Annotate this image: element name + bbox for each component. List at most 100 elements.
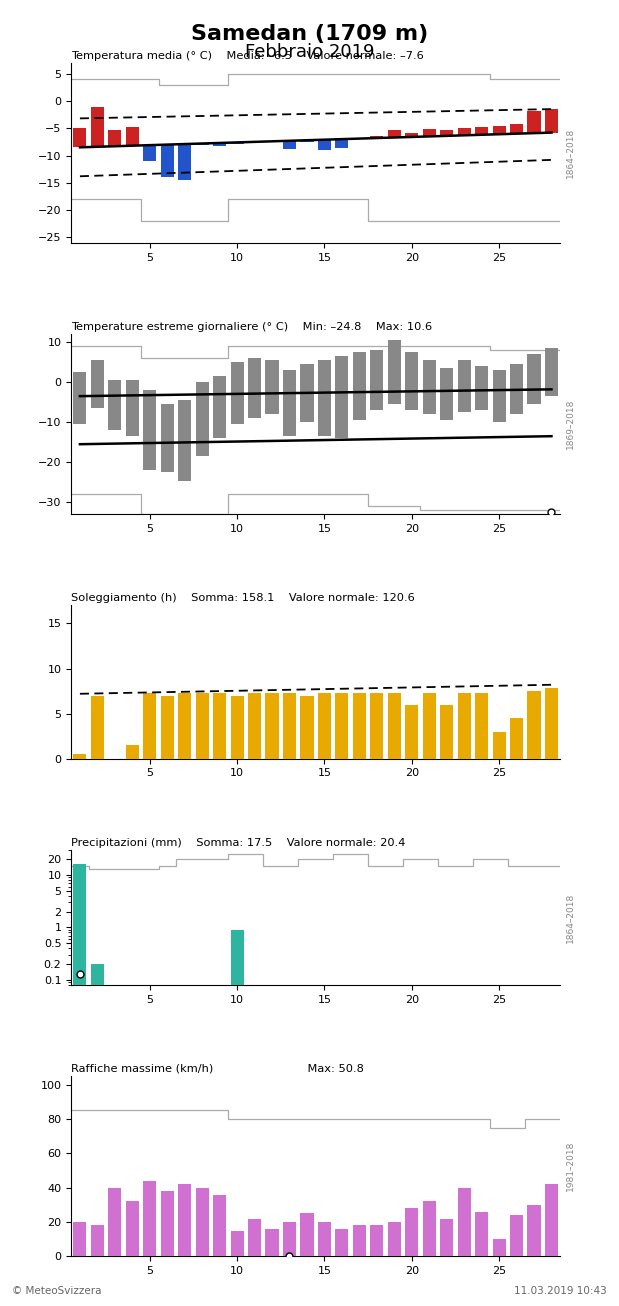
Bar	[510, 1215, 523, 1256]
Bar	[266, 1229, 279, 1256]
Bar	[493, 1239, 506, 1256]
Bar	[387, 340, 401, 404]
Bar	[405, 1208, 418, 1256]
Bar	[457, 128, 470, 136]
Bar	[178, 1185, 191, 1256]
Bar	[161, 696, 174, 759]
Bar	[335, 357, 348, 439]
Bar	[335, 140, 348, 149]
Text: © MeteoSvizzera: © MeteoSvizzera	[12, 1285, 102, 1296]
Text: 1981–2018: 1981–2018	[566, 1141, 575, 1191]
Bar	[108, 1187, 121, 1256]
Bar	[510, 718, 523, 759]
Bar	[283, 1222, 296, 1256]
Bar	[283, 370, 296, 436]
Bar	[91, 360, 104, 409]
Bar	[457, 693, 470, 759]
Bar	[370, 693, 383, 759]
Bar	[161, 145, 174, 176]
Bar	[230, 1230, 244, 1256]
Bar	[230, 696, 244, 759]
Text: 11.03.2019 10:43: 11.03.2019 10:43	[514, 1285, 607, 1296]
Bar	[493, 127, 506, 135]
Bar	[196, 383, 209, 456]
Bar	[527, 111, 540, 133]
Bar	[300, 140, 313, 142]
Bar	[248, 1218, 261, 1256]
Bar	[230, 362, 244, 424]
Text: Febbraio 2019: Febbraio 2019	[245, 43, 374, 61]
Bar	[335, 1229, 348, 1256]
Bar	[178, 400, 191, 482]
Bar	[74, 1222, 87, 1256]
Text: 1864–2018: 1864–2018	[566, 128, 575, 178]
Bar	[405, 704, 418, 759]
Bar	[266, 360, 279, 414]
Bar	[353, 353, 366, 421]
Bar	[370, 1225, 383, 1256]
Bar	[248, 693, 261, 759]
Bar	[213, 142, 226, 146]
Bar	[108, 131, 121, 146]
Bar	[387, 1222, 401, 1256]
Bar	[370, 350, 383, 410]
Bar	[527, 1205, 540, 1256]
Bar	[527, 354, 540, 404]
Bar	[74, 128, 87, 148]
Bar	[213, 693, 226, 759]
Bar	[91, 1225, 104, 1256]
Bar	[423, 360, 436, 414]
Text: Samedan (1709 m): Samedan (1709 m)	[191, 24, 428, 43]
Bar	[318, 1222, 331, 1256]
Bar	[370, 136, 383, 138]
Bar	[91, 107, 104, 146]
Bar	[545, 1185, 558, 1256]
Bar	[300, 364, 313, 422]
Text: Temperature estreme giornaliere (° C)    Min: –24.8    Max: 10.6: Temperature estreme giornaliere (° C) Mi…	[71, 321, 432, 332]
Bar	[91, 696, 104, 759]
Bar	[545, 349, 558, 396]
Bar	[527, 691, 540, 759]
Bar	[493, 370, 506, 422]
Bar	[545, 688, 558, 759]
Bar	[74, 372, 87, 424]
Bar	[74, 865, 87, 1306]
Bar	[318, 360, 331, 436]
Bar	[213, 376, 226, 439]
Bar	[440, 704, 453, 759]
Text: Temperatura media (° C)    Media: –6.5    Valore normale: –7.6: Temperatura media (° C) Media: –6.5 Valo…	[71, 51, 424, 60]
Bar	[423, 693, 436, 759]
Text: 1869–2018: 1869–2018	[566, 400, 575, 449]
Bar	[475, 127, 488, 135]
Text: Raffiche massime (km/h)                          Max: 50.8: Raffiche massime (km/h) Max: 50.8	[71, 1064, 364, 1074]
Bar	[126, 380, 139, 436]
Bar	[300, 1213, 313, 1256]
Bar	[143, 693, 157, 759]
Bar	[266, 693, 279, 759]
Text: 1864–2018: 1864–2018	[566, 892, 575, 943]
Bar	[196, 1187, 209, 1256]
Bar	[423, 129, 436, 136]
Bar	[91, 964, 104, 1306]
Bar	[457, 360, 470, 413]
Bar	[126, 1202, 139, 1256]
Bar	[126, 127, 139, 146]
Bar	[300, 696, 313, 759]
Bar	[440, 129, 453, 136]
Bar	[74, 754, 87, 759]
Bar	[161, 1191, 174, 1256]
Bar	[248, 358, 261, 418]
Bar	[387, 129, 401, 137]
Bar	[440, 1218, 453, 1256]
Bar	[475, 366, 488, 410]
Bar	[318, 693, 331, 759]
Bar	[405, 353, 418, 410]
Bar	[475, 1212, 488, 1256]
Bar	[283, 693, 296, 759]
Bar	[230, 930, 244, 1306]
Bar	[143, 390, 157, 470]
Bar	[283, 141, 296, 149]
Text: Soleggiamento (h)    Somma: 158.1    Valore normale: 120.6: Soleggiamento (h) Somma: 158.1 Valore no…	[71, 593, 415, 603]
Bar	[475, 693, 488, 759]
Bar	[178, 693, 191, 759]
